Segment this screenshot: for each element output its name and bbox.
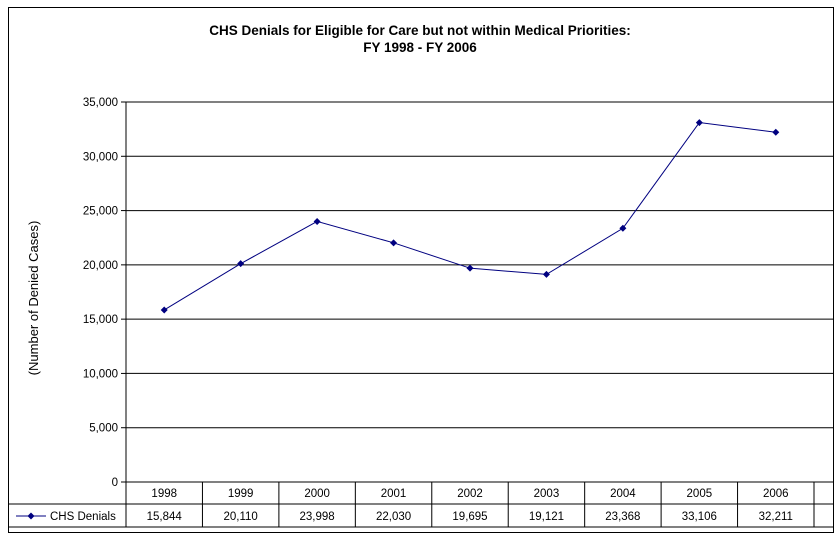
gridlines [126, 101, 834, 429]
y-tick-labels: 0 5,000 10,000 15,000 20,000 25,000 30,000 35,0… [83, 97, 118, 489]
legend-marker [27, 512, 35, 520]
data-point [160, 306, 168, 314]
y-tick-label: 35,000 [83, 97, 118, 109]
series-layer [160, 119, 780, 314]
legend-label: CHS Denials [50, 511, 116, 523]
data-value-label: 15,844 [147, 511, 183, 523]
data-value-label: 23,998 [300, 511, 335, 523]
y-tick-label: 10,000 [83, 368, 118, 380]
x-category-label: 2005 [687, 488, 713, 500]
data-point [466, 264, 474, 272]
data-value-label: 23,368 [605, 511, 640, 523]
y-axis-label: (Number of Denied Cases) [26, 221, 41, 376]
x-category-label: 2002 [457, 488, 483, 500]
data-value-label: 33,106 [682, 511, 717, 523]
data-value-label: 19,121 [529, 511, 564, 523]
chart-title-line-1: CHS Denials for Eligible for Care but no… [209, 23, 631, 38]
data-point [695, 119, 703, 127]
x-category-label: 2000 [304, 488, 330, 500]
y-tick-label: 30,000 [83, 151, 118, 163]
x-category-label: 1998 [151, 488, 177, 500]
x-category-label: 2006 [763, 488, 789, 500]
x-category-label: 2003 [534, 488, 560, 500]
data-value-label: 32,211 [759, 511, 793, 523]
y-tick-label: 25,000 [83, 206, 118, 218]
chart-frame [8, 7, 834, 533]
x-category-label: 2004 [610, 488, 636, 500]
y-tick-label: 0 [112, 477, 118, 489]
data-point [390, 239, 398, 247]
chart-title-line-2: FY 1998 - FY 2006 [363, 40, 477, 55]
data-value-label: 19,695 [452, 511, 487, 523]
data-point [237, 260, 245, 268]
data-point [542, 270, 550, 278]
data-value-label: 20,110 [224, 511, 258, 523]
x-category-label: 2001 [381, 488, 407, 500]
y-tick-label: 20,000 [83, 260, 118, 272]
y-tick-label: 5,000 [89, 423, 118, 435]
data-point [313, 217, 321, 225]
axes [121, 101, 127, 483]
y-tick-label: 15,000 [83, 314, 118, 326]
data-point [772, 128, 780, 136]
data-point [619, 224, 627, 232]
data-table: 1998 1999 2000 2001 2002 2003 2004 2005 2006 CHS … [8, 481, 834, 528]
series-line [163, 122, 776, 311]
data-value-label: 22,030 [376, 511, 411, 523]
chart-title: CHS Denials for Eligible for Care but no… [0, 22, 840, 56]
x-category-label: 1999 [228, 488, 254, 500]
